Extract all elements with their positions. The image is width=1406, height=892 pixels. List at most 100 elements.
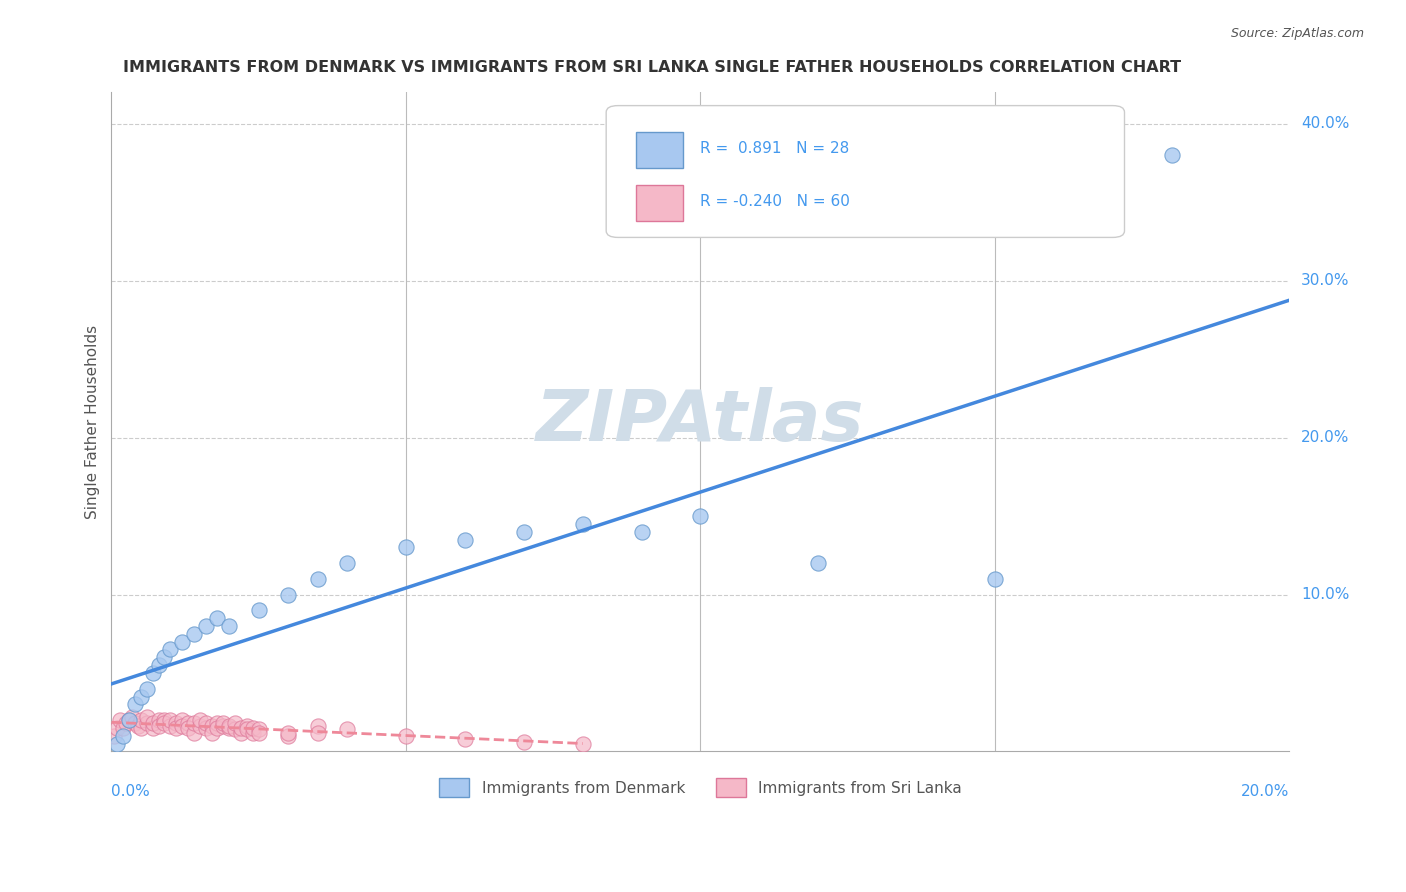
Point: [153, 716, 176, 731]
Point: [229, 721, 252, 735]
Text: 40.0%: 40.0%: [1301, 116, 1350, 131]
Point: [236, 723, 259, 737]
Point: [277, 725, 299, 739]
Point: [159, 642, 181, 657]
Point: [224, 716, 246, 731]
Point: [188, 713, 211, 727]
Point: [1160, 148, 1182, 162]
Point: [153, 713, 176, 727]
Point: [148, 658, 170, 673]
Point: [207, 721, 229, 735]
Point: [247, 723, 270, 737]
Point: [112, 721, 135, 735]
Point: [242, 725, 264, 739]
Point: [183, 716, 205, 731]
Point: [395, 729, 418, 743]
Point: [177, 721, 200, 735]
Point: [512, 735, 534, 749]
Point: [165, 716, 187, 731]
Point: [218, 619, 240, 633]
Point: [247, 725, 270, 739]
Point: [194, 721, 217, 735]
Point: [247, 603, 270, 617]
Point: [148, 719, 170, 733]
Point: [103, 729, 125, 743]
Point: [105, 737, 128, 751]
Point: [212, 716, 235, 731]
FancyBboxPatch shape: [606, 105, 1125, 237]
FancyBboxPatch shape: [636, 185, 683, 221]
Point: [207, 716, 229, 731]
Text: R =  0.891   N = 28: R = 0.891 N = 28: [700, 141, 849, 156]
Point: [148, 713, 170, 727]
Text: 0.0%: 0.0%: [111, 784, 150, 799]
Point: [172, 719, 194, 733]
Point: [224, 723, 246, 737]
Text: R = -0.240   N = 60: R = -0.240 N = 60: [700, 194, 851, 209]
Point: [118, 713, 141, 727]
Point: [135, 710, 157, 724]
Point: [183, 627, 205, 641]
Point: [194, 619, 217, 633]
Point: [129, 690, 152, 704]
Point: [142, 721, 165, 735]
Point: [689, 509, 711, 524]
Point: [124, 716, 146, 731]
Point: [277, 588, 299, 602]
Point: [159, 713, 181, 727]
Point: [172, 634, 194, 648]
Point: [165, 721, 187, 735]
Point: [307, 725, 329, 739]
Text: IMMIGRANTS FROM DENMARK VS IMMIGRANTS FROM SRI LANKA SINGLE FATHER HOUSEHOLDS CO: IMMIGRANTS FROM DENMARK VS IMMIGRANTS FR…: [124, 60, 1181, 75]
Point: [115, 716, 138, 731]
Point: [336, 556, 359, 570]
Text: 30.0%: 30.0%: [1301, 273, 1350, 288]
Point: [177, 716, 200, 731]
Point: [124, 698, 146, 712]
Point: [127, 719, 149, 733]
Point: [200, 719, 222, 733]
Point: [218, 719, 240, 733]
Text: Source: ZipAtlas.com: Source: ZipAtlas.com: [1230, 27, 1364, 40]
Point: [188, 719, 211, 733]
Point: [105, 721, 128, 735]
Point: [277, 729, 299, 743]
Point: [512, 524, 534, 539]
Point: [307, 719, 329, 733]
Point: [307, 572, 329, 586]
FancyBboxPatch shape: [636, 132, 683, 169]
Point: [142, 665, 165, 680]
Point: [112, 729, 135, 743]
Point: [336, 723, 359, 737]
Point: [110, 713, 132, 727]
Y-axis label: Single Father Households: Single Father Households: [86, 325, 100, 519]
Point: [194, 716, 217, 731]
Point: [395, 541, 418, 555]
Text: 20.0%: 20.0%: [1301, 430, 1350, 445]
Point: [135, 716, 157, 731]
Point: [571, 516, 593, 531]
Point: [121, 710, 143, 724]
Point: [571, 737, 593, 751]
Point: [630, 524, 652, 539]
Point: [200, 725, 222, 739]
Point: [807, 556, 830, 570]
Point: [229, 725, 252, 739]
Point: [129, 713, 152, 727]
Point: [212, 719, 235, 733]
Point: [129, 721, 152, 735]
Point: [207, 611, 229, 625]
Text: 20.0%: 20.0%: [1241, 784, 1289, 799]
Point: [118, 713, 141, 727]
Point: [159, 719, 181, 733]
Point: [236, 719, 259, 733]
Point: [183, 725, 205, 739]
Point: [142, 716, 165, 731]
Point: [242, 721, 264, 735]
Point: [454, 731, 477, 746]
Point: [454, 533, 477, 547]
Point: [135, 681, 157, 696]
Point: [984, 572, 1007, 586]
Legend: Immigrants from Denmark, Immigrants from Sri Lanka: Immigrants from Denmark, Immigrants from…: [433, 772, 969, 803]
Text: 10.0%: 10.0%: [1301, 587, 1350, 602]
